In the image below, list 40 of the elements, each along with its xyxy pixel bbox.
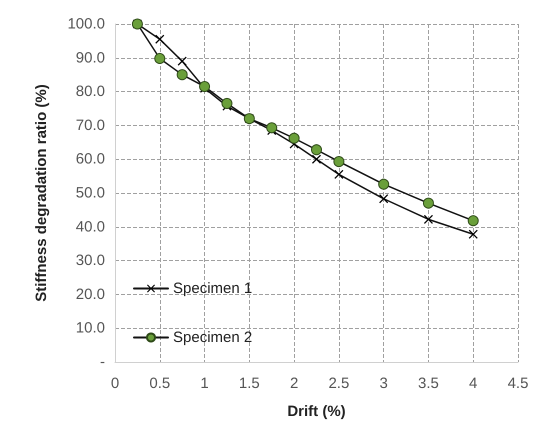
point (266, 122, 278, 134)
x-tick-label: 3 (379, 375, 388, 392)
x-tick-label: 2.5 (328, 375, 350, 392)
point (199, 81, 210, 92)
y-tick-label: 100.0 (67, 16, 105, 32)
point (333, 156, 344, 168)
point (221, 98, 232, 109)
y-tick-label: 70.0 (76, 116, 105, 134)
point (288, 132, 300, 144)
point (424, 214, 433, 224)
point (311, 144, 322, 156)
y-tick-label: 40.0 (76, 218, 105, 236)
point (178, 56, 187, 66)
point (154, 52, 166, 64)
x-axis-title: Drift (%) (287, 403, 346, 420)
legend-label: Specimen 1 (173, 280, 252, 297)
point (422, 198, 434, 209)
y-tick-label: 20.0 (76, 286, 105, 303)
point (312, 154, 321, 164)
x-tick-label: 1.5 (238, 375, 260, 392)
y-tick-label: 10.0 (76, 320, 105, 337)
x-tick-label: 0 (110, 375, 120, 392)
y-axis-title: Stiffness degradation ratio (%) (33, 84, 50, 302)
point (468, 215, 479, 226)
x-tick-label: 4.5 (508, 375, 528, 392)
point (176, 69, 188, 80)
point (334, 170, 344, 179)
y-tick-label: 60.0 (76, 150, 105, 168)
y-tick-label: 80.0 (76, 83, 105, 100)
x-tick-label: 0.5 (149, 375, 170, 392)
x-tick-label: 1 (200, 375, 209, 392)
x-tick-label: 4 (469, 375, 478, 392)
point (378, 178, 390, 190)
y-tick-label: 90.0 (76, 49, 105, 66)
y-tick-label: 50.0 (76, 184, 105, 202)
y-tick-label: 30.0 (76, 252, 105, 270)
y-tick-label: - (100, 354, 105, 370)
x-tick-label: 3.5 (418, 375, 439, 392)
legend-label: Specimen 2 (173, 329, 252, 346)
x-tick-label: 2 (290, 375, 298, 392)
